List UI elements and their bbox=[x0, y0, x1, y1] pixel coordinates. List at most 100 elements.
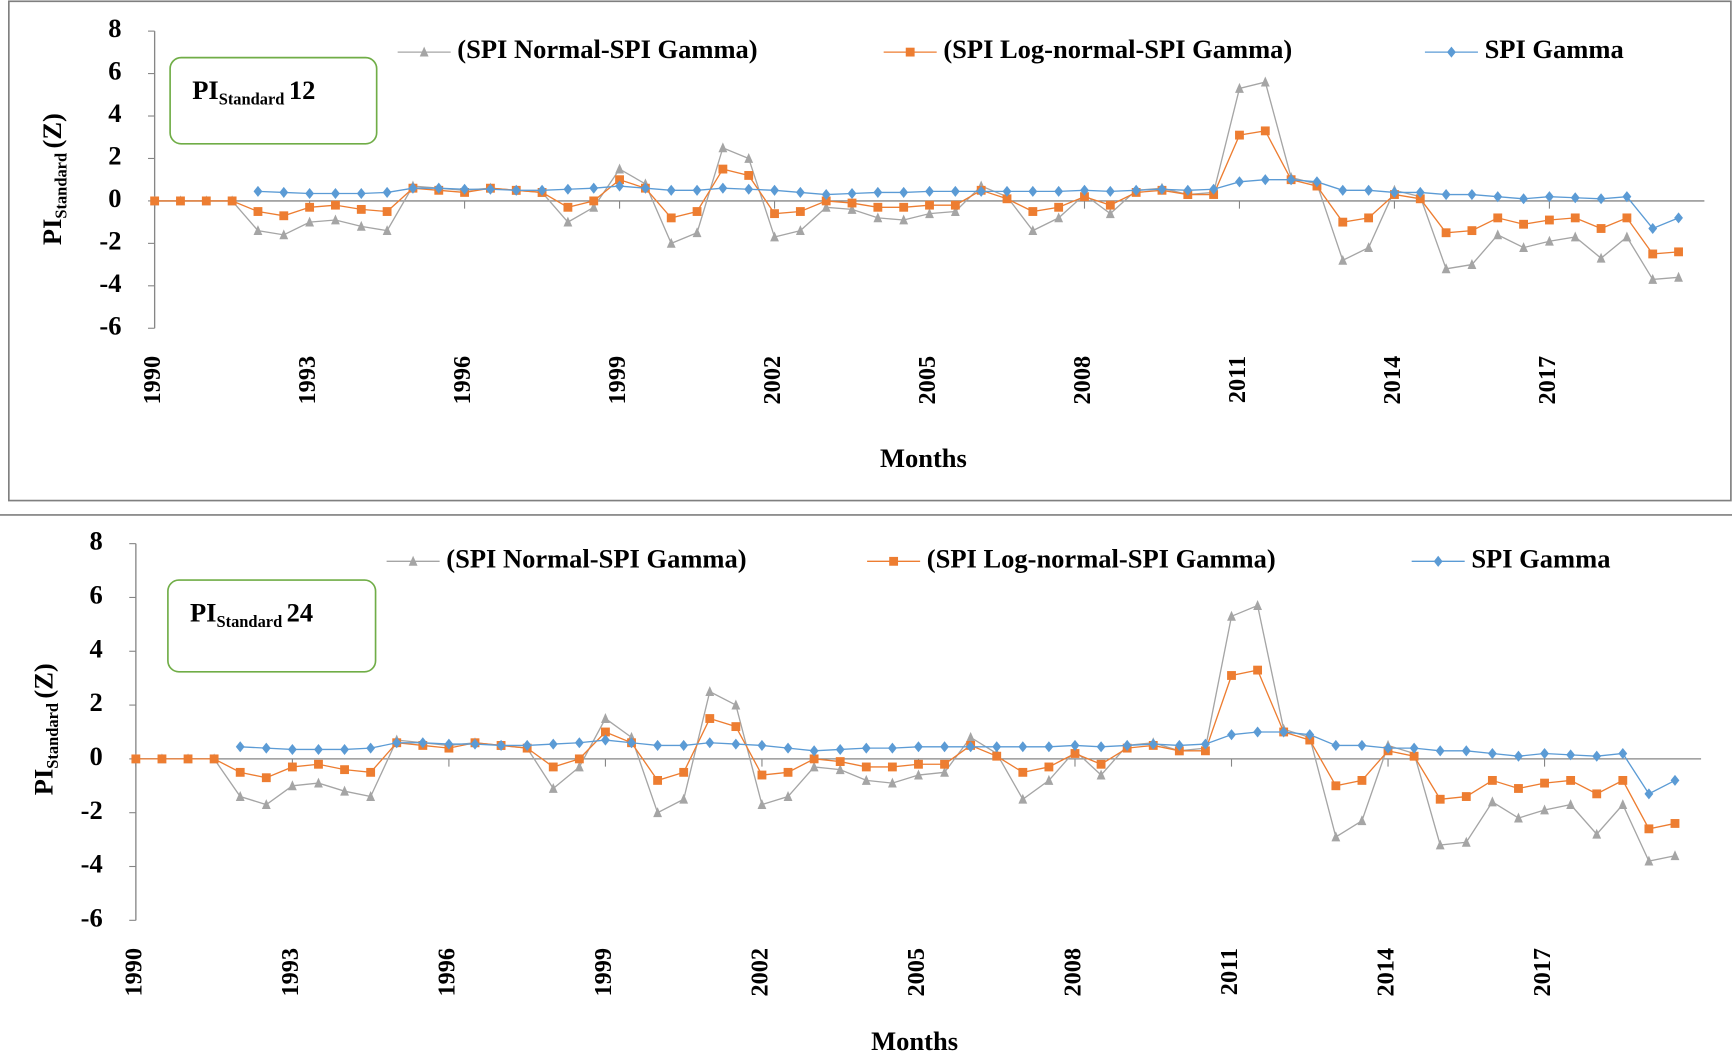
marker bbox=[1028, 185, 1038, 197]
marker bbox=[615, 163, 624, 174]
marker bbox=[1622, 213, 1632, 223]
marker bbox=[1279, 726, 1289, 738]
marker bbox=[356, 220, 366, 231]
marker bbox=[744, 183, 754, 195]
marker bbox=[1018, 741, 1028, 753]
marker bbox=[1670, 774, 1680, 786]
marker bbox=[305, 202, 315, 212]
marker bbox=[183, 754, 193, 764]
marker bbox=[692, 184, 702, 196]
label-main: PI bbox=[192, 75, 219, 105]
marker bbox=[861, 762, 871, 772]
legend-marker bbox=[1447, 46, 1456, 58]
x-tick-label: 1999 bbox=[604, 356, 631, 405]
marker bbox=[1544, 215, 1554, 225]
marker bbox=[992, 741, 1002, 753]
marker bbox=[235, 741, 245, 753]
marker bbox=[679, 739, 689, 751]
marker bbox=[783, 767, 793, 777]
marker bbox=[314, 759, 323, 769]
marker bbox=[1467, 189, 1477, 201]
marker bbox=[679, 793, 689, 804]
y-tick-label: -4 bbox=[81, 849, 103, 879]
marker bbox=[1002, 194, 1012, 204]
marker bbox=[1383, 742, 1393, 754]
marker bbox=[1157, 183, 1167, 195]
marker bbox=[731, 699, 741, 710]
marker bbox=[1054, 185, 1064, 197]
marker bbox=[1493, 229, 1503, 240]
x-tick-label: 1990 bbox=[139, 356, 166, 405]
marker bbox=[1253, 665, 1263, 675]
x-tick-label: 2011 bbox=[1216, 948, 1243, 995]
marker bbox=[1618, 799, 1628, 810]
x-tick-label: 2014 bbox=[1373, 948, 1400, 997]
marker bbox=[1364, 242, 1374, 253]
marker bbox=[1286, 174, 1296, 186]
marker bbox=[392, 737, 402, 749]
marker bbox=[1487, 796, 1497, 807]
x-tick-label: 1996 bbox=[449, 356, 476, 405]
marker bbox=[601, 727, 610, 737]
marker bbox=[1096, 741, 1106, 753]
marker bbox=[873, 186, 883, 198]
legend-marker bbox=[408, 555, 418, 566]
x-tick-label: 2017 bbox=[1534, 356, 1561, 405]
marker bbox=[705, 686, 715, 697]
marker bbox=[382, 225, 392, 236]
marker bbox=[253, 185, 263, 197]
marker bbox=[1592, 828, 1602, 839]
marker bbox=[1131, 184, 1141, 196]
marker bbox=[287, 762, 297, 772]
marker bbox=[314, 743, 323, 755]
annotation-box bbox=[167, 579, 377, 673]
marker bbox=[366, 742, 376, 754]
marker bbox=[795, 186, 805, 198]
marker bbox=[966, 731, 976, 742]
marker bbox=[589, 201, 599, 212]
marker bbox=[873, 202, 883, 212]
marker bbox=[1596, 193, 1606, 205]
marker bbox=[809, 761, 819, 772]
marker bbox=[1018, 793, 1028, 804]
marker bbox=[757, 770, 767, 780]
legend-marker bbox=[1433, 555, 1443, 567]
marker bbox=[227, 196, 237, 206]
marker bbox=[157, 754, 167, 764]
marker bbox=[679, 767, 689, 777]
marker bbox=[522, 739, 532, 751]
marker bbox=[1201, 746, 1210, 756]
marker bbox=[340, 785, 349, 796]
marker bbox=[235, 767, 245, 777]
marker bbox=[1670, 819, 1680, 828]
marker bbox=[887, 762, 897, 772]
y-tick-label: 6 bbox=[89, 580, 102, 610]
marker bbox=[1338, 254, 1348, 265]
marker bbox=[1227, 671, 1236, 680]
marker bbox=[1618, 775, 1628, 785]
marker bbox=[1592, 750, 1602, 762]
marker bbox=[914, 759, 923, 769]
marker bbox=[847, 187, 857, 200]
marker bbox=[1080, 184, 1089, 196]
marker bbox=[356, 204, 366, 214]
marker bbox=[1209, 183, 1219, 195]
marker bbox=[887, 777, 897, 788]
marker bbox=[731, 722, 741, 732]
marker bbox=[1467, 226, 1477, 236]
marker bbox=[847, 198, 857, 208]
annotation-box bbox=[169, 56, 378, 145]
marker bbox=[589, 196, 599, 206]
marker bbox=[1540, 778, 1549, 788]
marker bbox=[666, 184, 676, 196]
marker bbox=[770, 231, 779, 242]
marker bbox=[615, 175, 624, 185]
marker bbox=[1618, 747, 1628, 760]
label-main: PI bbox=[190, 598, 217, 628]
series-line bbox=[135, 669, 1676, 830]
marker bbox=[1331, 739, 1341, 751]
marker bbox=[653, 775, 663, 785]
marker bbox=[589, 182, 599, 194]
marker bbox=[835, 764, 845, 775]
